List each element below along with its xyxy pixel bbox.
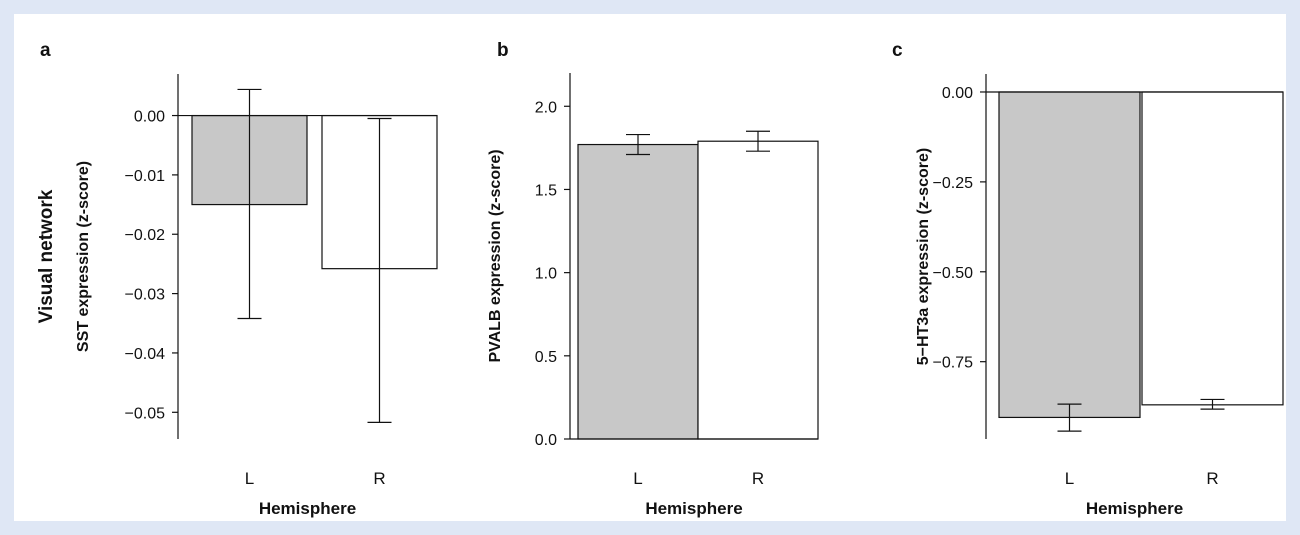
x-axis-label: Hemisphere bbox=[259, 499, 356, 518]
y-tick-label: −0.50 bbox=[933, 265, 974, 282]
y-tick-label: −0.01 bbox=[125, 168, 166, 185]
x-tick-label: L bbox=[245, 469, 254, 488]
bar-R bbox=[1141, 91, 1284, 406]
y-tick-label: −0.05 bbox=[125, 405, 166, 422]
x-tick-label: R bbox=[752, 469, 764, 488]
x-tick-label: L bbox=[1065, 469, 1074, 488]
figure-panel: a 0.00 −0.01 −0.02 −0.03 −0.04 −0.05 L R Hemisphe… bbox=[14, 14, 1286, 521]
y-tick-label: 1.0 bbox=[535, 266, 557, 283]
panel-label: a bbox=[40, 40, 51, 61]
y-axis-label: SST expression (z-score) bbox=[75, 161, 92, 352]
bar-L bbox=[577, 143, 699, 440]
x-tick-label: R bbox=[373, 469, 385, 488]
y-tick-label: 0.5 bbox=[535, 349, 557, 366]
y-tick-label: 2.0 bbox=[535, 99, 557, 116]
y-axis-group-label: Visual network bbox=[36, 189, 57, 323]
bar-L bbox=[998, 91, 1141, 419]
y-tick-label: −0.75 bbox=[933, 355, 974, 372]
y-tick-label: −0.04 bbox=[125, 346, 166, 363]
y-tick-label: 0.00 bbox=[942, 85, 973, 102]
y-tick-label: 1.5 bbox=[535, 182, 557, 199]
x-axis-label: Hemisphere bbox=[645, 499, 742, 518]
panel-label: c bbox=[892, 40, 903, 61]
y-tick-label: −0.25 bbox=[933, 175, 974, 192]
bar-R bbox=[697, 140, 819, 440]
y-tick-label: −0.03 bbox=[125, 287, 166, 304]
y-tick-label: 0.0 bbox=[535, 432, 557, 449]
panel-label: b bbox=[497, 40, 509, 61]
y-tick-label: 0.00 bbox=[134, 109, 165, 126]
x-axis-label: Hemisphere bbox=[1086, 499, 1183, 518]
figure-svg: a 0.00 −0.01 −0.02 −0.03 −0.04 −0.05 L R Hemisphe… bbox=[36, 40, 1284, 518]
y-tick-label: −0.02 bbox=[125, 227, 166, 244]
y-axis-label: PVALB expression (z-score) bbox=[487, 149, 504, 362]
x-tick-label: R bbox=[1206, 469, 1218, 488]
x-tick-label: L bbox=[633, 469, 642, 488]
y-axis-label: 5−HT3a expression (z-score) bbox=[915, 148, 932, 365]
